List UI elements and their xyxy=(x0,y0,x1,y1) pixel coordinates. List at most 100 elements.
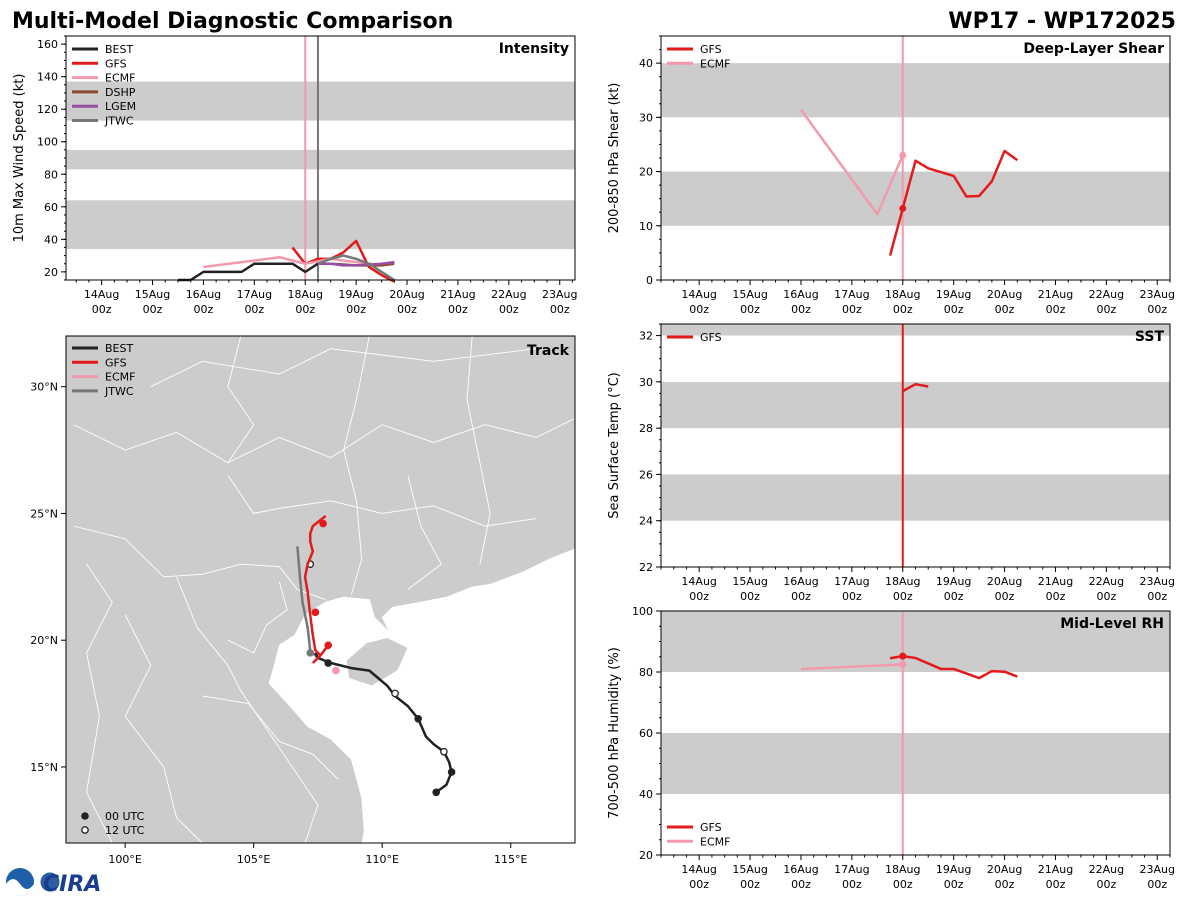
lat-tick-label: 25°N xyxy=(30,507,58,520)
x-tick-label-time: 00z xyxy=(143,303,163,316)
x-tick-label-date: 16Aug xyxy=(783,575,818,588)
legend-label-gfs: GFS xyxy=(105,57,127,70)
track-marker-00utc xyxy=(414,714,422,723)
admin-boundary xyxy=(466,336,491,565)
series-line-ecmf xyxy=(800,663,903,671)
x-tick-label-date: 15Aug xyxy=(732,575,767,588)
admin-boundary xyxy=(86,563,113,843)
x-tick-label-time: 00z xyxy=(893,878,913,891)
x-tick-label-date: 15Aug xyxy=(732,288,767,301)
legend-label-jtwc: JTWC xyxy=(104,385,134,398)
x-tick-label-time: 00z xyxy=(397,303,417,316)
x-tick-label-date: 22Aug xyxy=(491,288,526,301)
cira-logo-text: CIRA xyxy=(43,872,101,897)
legend-label-ecmf: ECMF xyxy=(700,57,730,70)
legend-label-jtwc: JTWC xyxy=(104,115,134,128)
threshold-band xyxy=(661,171,1170,226)
threshold-band xyxy=(66,200,575,250)
track-line-gfs xyxy=(303,515,330,664)
y-axis-label: 200-850 hPa Shear (kt) xyxy=(607,83,622,234)
track-marker-00utc xyxy=(324,641,333,650)
y-tick-label: 60 xyxy=(639,727,653,740)
figure-title: Multi-Model Diagnostic Comparison xyxy=(12,9,453,34)
series-line-gfs xyxy=(889,654,1018,680)
x-tick-label-time: 00z xyxy=(740,590,760,603)
y-tick-label: 80 xyxy=(639,666,653,679)
y-tick-label: 10 xyxy=(639,220,653,233)
x-tick-label-date: 19Aug xyxy=(936,863,971,876)
land-mainland xyxy=(66,336,575,843)
land-hainan xyxy=(345,637,409,687)
x-tick-label-date: 20Aug xyxy=(389,288,424,301)
sst-panel: 22 24 26 28 30 32 14Aug 00z 15Aug 00z 16Aug 00z 17Au… xyxy=(607,323,1175,603)
x-tick-label-date: 20Aug xyxy=(987,288,1022,301)
y-tick-label: 100 xyxy=(632,605,653,618)
x-tick-label-date: 14Aug xyxy=(84,288,119,301)
x-tick-label-time: 00z xyxy=(791,590,811,603)
legend-label-best: BEST xyxy=(105,342,133,355)
x-tick-label-date: 18Aug xyxy=(885,863,920,876)
series-line-ecmf xyxy=(799,109,904,216)
lon-tick-label: 110°E xyxy=(365,853,398,866)
admin-boundary xyxy=(343,336,370,595)
y-axis-label: Sea Surface Temp (°C) xyxy=(607,372,622,519)
threshold-band xyxy=(661,63,1170,118)
x-tick-label-date: 14Aug xyxy=(681,575,716,588)
y-tick-label: 160 xyxy=(37,38,58,51)
legend-label-dshp: DSHP xyxy=(105,86,136,99)
y-tick-label: 40 xyxy=(639,57,653,70)
y-tick-label: 20 xyxy=(44,266,58,279)
x-tick-label-date: 19Aug xyxy=(338,288,373,301)
x-tick-label-date: 17Aug xyxy=(237,288,272,301)
admin-boundary xyxy=(227,336,255,464)
panel-title: Deep-Layer Shear xyxy=(1023,41,1164,57)
x-tick-label-time: 00z xyxy=(689,303,709,316)
cira-logo: CIRA xyxy=(6,868,101,897)
x-tick-label-time: 00z xyxy=(842,590,862,603)
x-tick-label-time: 00z xyxy=(499,303,519,316)
x-tick-label-date: 15Aug xyxy=(732,863,767,876)
x-tick-label-time: 00z xyxy=(689,590,709,603)
intensity-panel: 20 40 60 80 100 120 140 160 14Aug 00z 15Aug 00z 16Au… xyxy=(12,35,577,316)
series-marker-gfs xyxy=(899,204,907,212)
track-panel: 100°E 105°E 110°E 115°E 15°N 20°N 25°N 30°N Trac… xyxy=(30,335,576,866)
y-tick-label: 30 xyxy=(639,111,653,124)
globe-icon xyxy=(39,871,61,893)
shear-panel: 0 10 20 30 40 14Aug 00z 15Aug 00z 16Aug 00z 17Aug 00… xyxy=(607,35,1175,316)
y-tick-label: 32 xyxy=(639,330,653,343)
series-line-jtwc xyxy=(317,254,395,282)
legend-label-best: BEST xyxy=(105,43,133,56)
y-tick-label: 80 xyxy=(44,168,58,181)
y-tick-label: 26 xyxy=(639,468,653,481)
threshold-band xyxy=(66,149,575,170)
x-tick-label-date: 17Aug xyxy=(834,863,869,876)
x-tick-label-time: 00z xyxy=(740,878,760,891)
x-tick-label-time: 00z xyxy=(893,590,913,603)
x-tick-label-date: 23Aug xyxy=(1140,288,1175,301)
lon-tick-label: 105°E xyxy=(237,853,270,866)
marker-legend-filled xyxy=(81,812,89,820)
track-line-best xyxy=(314,652,453,794)
y-tick-label: 20 xyxy=(639,849,653,862)
x-tick-label-date: 17Aug xyxy=(834,575,869,588)
x-tick-label-time: 00z xyxy=(1096,590,1116,603)
legend-label-gfs: GFS xyxy=(700,821,722,834)
threshold-band xyxy=(661,324,1170,336)
y-tick-label: 30 xyxy=(639,376,653,389)
x-tick-label-date: 22Aug xyxy=(1089,863,1124,876)
rh-panel: 20 40 60 80 100 14Aug 00z 15Aug 00z 16Aug 00z 17Aug… xyxy=(607,605,1175,891)
x-tick-label-time: 00z xyxy=(346,303,366,316)
x-tick-label-date: 16Aug xyxy=(186,288,221,301)
x-tick-label-time: 00z xyxy=(1096,303,1116,316)
threshold-band xyxy=(661,733,1170,794)
threshold-band xyxy=(661,474,1170,521)
track-marker-00utc xyxy=(432,788,440,797)
storm-id: WP17 - WP172025 xyxy=(948,9,1176,34)
series-line-lgem xyxy=(317,260,395,267)
panel-title: Intensity xyxy=(499,41,569,57)
x-tick-label-time: 00z xyxy=(244,303,264,316)
series-line-best xyxy=(177,262,319,282)
x-tick-label-time: 00z xyxy=(550,303,570,316)
x-tick-label-date: 21Aug xyxy=(1038,288,1073,301)
legend-label-ecmf: ECMF xyxy=(105,371,135,384)
